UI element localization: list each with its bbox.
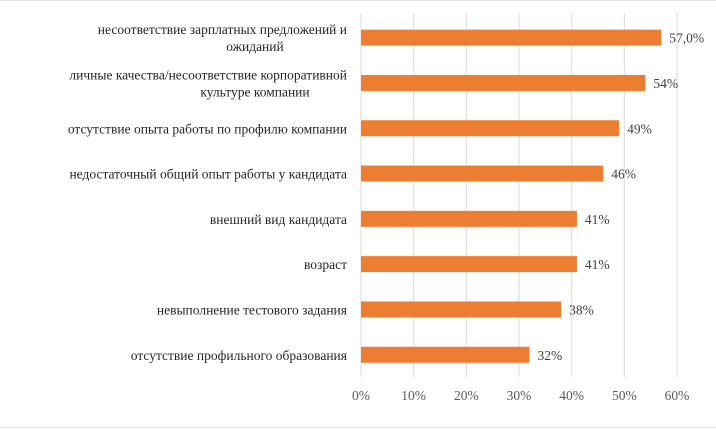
category-label-line: ожиданий <box>226 39 284 54</box>
data-label: 41% <box>585 212 610 227</box>
category-label-line: личные качества/несоответствие корпорати… <box>69 67 347 82</box>
category-label: возраст <box>304 257 347 272</box>
data-label: 57,0% <box>669 31 704 46</box>
x-tick-label: 40% <box>559 388 584 403</box>
category-labels: несоответствие зарплатных предложений и о… <box>68 22 347 363</box>
bar <box>361 301 562 318</box>
category-label-line: культуре компании <box>200 84 309 99</box>
category-label-line: внешний вид кандидата <box>210 212 347 227</box>
data-label: 32% <box>538 348 563 363</box>
data-label: 54% <box>653 76 678 91</box>
bars <box>361 29 662 363</box>
gridlines <box>360 13 678 377</box>
category-label: отсутствие опыта работы по профилю компа… <box>68 121 347 136</box>
bar <box>361 120 620 137</box>
category-label: недостаточный общий опыт работы у кандид… <box>69 167 347 182</box>
x-tick-label: 20% <box>454 388 479 403</box>
bar <box>361 165 604 182</box>
x-tick-label: 60% <box>665 388 690 403</box>
category-label: внешний вид кандидата <box>210 212 347 227</box>
category-label: несоответствие зарплатных предложений и о… <box>98 22 347 54</box>
category-label: невыполнение тестового задания <box>157 302 347 317</box>
category-label-line: возраст <box>304 257 347 272</box>
data-label: 46% <box>611 167 636 182</box>
x-tick-label: 30% <box>507 388 532 403</box>
data-label: 38% <box>569 302 594 317</box>
category-label: личные качества/несоответствие корпорати… <box>69 67 347 99</box>
bar <box>361 74 646 91</box>
data-label: 49% <box>627 121 652 136</box>
bar <box>361 29 662 46</box>
x-tick-label: 10% <box>401 388 426 403</box>
category-label-line: недостаточный общий опыт работы у кандид… <box>69 167 347 182</box>
bar <box>361 346 530 363</box>
category-label-line: отсутствие профильного образования <box>131 348 347 363</box>
bar <box>361 256 577 273</box>
x-axis-ticks: 0% 10% 20% 30% 40% 50% 60% <box>352 388 689 403</box>
category-label-line: невыполнение тестового задания <box>157 302 347 317</box>
category-label-line: несоответствие зарплатных предложений и <box>98 22 347 37</box>
category-label: отсутствие профильного образования <box>131 348 347 363</box>
data-label: 41% <box>585 257 610 272</box>
category-label-line: отсутствие опыта работы по профилю компа… <box>68 121 347 136</box>
x-tick-label: 50% <box>612 388 637 403</box>
x-tick-label: 0% <box>352 388 370 403</box>
bar <box>361 210 577 227</box>
value-labels: 57,0% 54% 49% 46% 41% 41% 38% 32% <box>538 31 705 363</box>
